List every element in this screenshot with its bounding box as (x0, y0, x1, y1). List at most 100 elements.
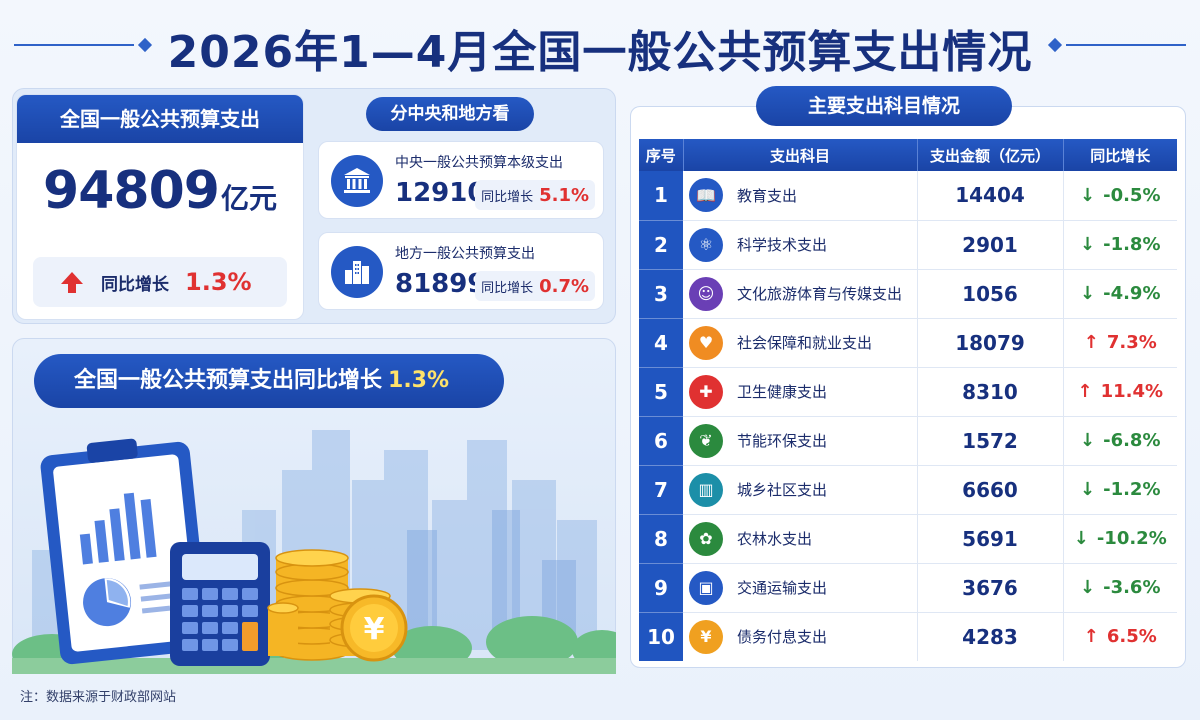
row-amount: 14404 (916, 171, 1064, 221)
book-icon: 📖 (689, 178, 723, 213)
title-diamond-left (137, 37, 153, 53)
arrow-down-icon: ↓ (1080, 283, 1096, 304)
local-growth-box: 同比增长 0.7% (475, 271, 595, 301)
row-yoy-value: -0.5% (1103, 184, 1161, 206)
city-buildings-icon: ▥ (689, 472, 723, 507)
page-title: 2026年1—4月全国一般公共预算支出情况 (167, 27, 1033, 78)
row-subject: ▣ 交通运输支出 (683, 563, 917, 613)
arrow-down-icon: ↓ (1080, 577, 1096, 598)
central-expenditure-card: 中央一般公共预算本级支出 12910亿元 同比增长 5.1% (318, 141, 604, 219)
local-growth-label: 同比增长 (481, 280, 534, 296)
row-amount: 3676 (916, 563, 1064, 613)
table-row: 2 ⚛ 科学技术支出 2901 ↓ -1.8% (639, 220, 1177, 270)
expenditure-table-panel: 序号 支出科目 支出金额（亿元） 同比增长 1 📖 教育支出 14404 ↓ -… (630, 106, 1186, 668)
row-subject: ❦ 节能环保支出 (683, 416, 917, 466)
title-diamond-right (1047, 37, 1063, 53)
central-growth-box: 同比增长 5.1% (475, 180, 595, 210)
row-subject: ¥ 债务付息支出 (683, 612, 917, 661)
total-value: 94809亿元 (17, 161, 303, 221)
total-growth-box: 同比增长 1.3% (33, 257, 287, 307)
row-subject-name: 债务付息支出 (737, 628, 828, 647)
title-divider-right (1066, 44, 1186, 46)
total-card-header: 全国一般公共预算支出 (17, 95, 303, 143)
central-amount: 12910 (395, 178, 486, 208)
row-yoy: ↓ -6.8% (1063, 416, 1177, 466)
row-subject: ✚ 卫生健康支出 (683, 367, 917, 417)
table-row: 8 ✿ 农林水支出 5691 ↓ -10.2% (639, 514, 1177, 564)
row-subject: ✿ 农林水支出 (683, 514, 917, 564)
row-subject-name: 教育支出 (737, 186, 798, 205)
row-subject-name: 城乡社区支出 (737, 481, 828, 499)
row-yoy-value: -1.2% (1103, 479, 1161, 500)
government-building-icon (331, 155, 383, 207)
table-row: 9 ▣ 交通运输支出 3676 ↓ -3.6% (639, 563, 1177, 613)
wheat-icon: ✿ (689, 521, 723, 556)
title-bar: 2026年1—4月全国一般公共预算支出情况 (0, 8, 1200, 80)
arrow-up-icon: ↑ (1083, 332, 1099, 353)
hands-people-icon: ♥ (689, 325, 723, 360)
source-footnote: 注：数据来源于财政部网站 (20, 690, 177, 705)
table-row: 3 ☺ 文化旅游体育与传媒支出 1056 ↓ -4.9% (639, 269, 1177, 319)
row-subject: ▥ 城乡社区支出 (683, 465, 917, 515)
arrow-up-icon (61, 272, 83, 293)
row-yoy: ↑ 11.4% (1063, 367, 1177, 417)
calculator-image (170, 542, 270, 666)
header-index: 序号 (639, 139, 684, 171)
row-yoy: ↓ -1.2% (1063, 465, 1177, 515)
row-amount: 6660 (916, 465, 1064, 515)
row-subject-name: 社会保障和就业支出 (737, 334, 873, 352)
row-yoy-value: 11.4% (1100, 381, 1164, 402)
growth-banner-text: 全国一般公共预算支出同比增长 (74, 368, 383, 393)
row-subject-name: 科学技术支出 (737, 236, 828, 254)
table-row: 7 ▥ 城乡社区支出 6660 ↓ -1.2% (639, 465, 1177, 515)
row-subject: ♥ 社会保障和就业支出 (683, 318, 917, 368)
row-yoy: ↑ 7.3% (1063, 318, 1177, 368)
table-row: 10 ¥ 债务付息支出 4283 ↑ 6.5% (639, 612, 1177, 661)
total-growth-label: 同比增长 (101, 274, 169, 295)
row-yoy-value: 6.5% (1106, 626, 1157, 648)
growth-banner: 全国一般公共预算支出同比增长 1.3% (34, 354, 504, 408)
row-yoy: ↓ -0.5% (1063, 171, 1177, 221)
row-yoy-value: -3.6% (1103, 577, 1161, 598)
row-amount: 2901 (916, 220, 1064, 270)
row-amount: 8310 (916, 367, 1064, 417)
header-yoy: 同比增长 (1063, 139, 1177, 171)
table-row: 1 📖 教育支出 14404 ↓ -0.5% (639, 171, 1177, 221)
table-body: 1 📖 教育支出 14404 ↓ -0.5% 2 ⚛ 科学技术支出 2901 ↓ (639, 171, 1177, 661)
yen-coin-image: ¥ (340, 594, 408, 662)
row-index: 6 (639, 416, 683, 466)
row-subject-name: 文化旅游体育与传媒支出 (737, 285, 903, 303)
local-expenditure-card: 地方一般公共预算支出 81899亿元 同比增长 0.7% (318, 232, 604, 310)
row-subject: 📖 教育支出 (683, 171, 917, 221)
city-buildings-icon (331, 246, 383, 298)
total-growth-value: 1.3% (185, 268, 252, 296)
arrow-down-icon: ↓ (1080, 430, 1096, 451)
arrow-up-icon: ↑ (1083, 626, 1099, 648)
yen-coin-icon: ¥ (689, 619, 723, 654)
row-index: 4 (639, 318, 683, 368)
header-subject: 支出科目 (683, 139, 918, 171)
row-index: 1 (639, 171, 683, 221)
row-yoy: ↓ -1.8% (1063, 220, 1177, 270)
row-yoy-value: -1.8% (1103, 234, 1161, 255)
arrow-down-icon: ↓ (1080, 184, 1096, 206)
row-amount: 1056 (916, 269, 1064, 319)
row-index: 9 (639, 563, 683, 613)
row-index: 5 (639, 367, 683, 417)
table-title: 主要支出科目情况 (756, 86, 1012, 126)
row-yoy-value: -6.8% (1103, 430, 1161, 451)
row-yoy-value: -10.2% (1096, 528, 1167, 549)
theater-mask-icon: ☺ (689, 276, 723, 311)
arrow-down-icon: ↓ (1080, 234, 1096, 255)
central-growth-value: 5.1% (539, 184, 589, 206)
svg-text:¥: ¥ (364, 612, 385, 647)
growth-banner-value: 1.3% (388, 368, 450, 393)
central-growth-label: 同比增长 (481, 189, 534, 205)
row-subject-name: 节能环保支出 (737, 432, 828, 450)
total-amount: 94809 (43, 161, 220, 221)
split-header: 分中央和地方看 (366, 97, 534, 131)
header-amount: 支出金额（亿元） (917, 139, 1064, 171)
row-yoy-value: -4.9% (1103, 283, 1161, 304)
row-amount: 1572 (916, 416, 1064, 466)
local-amount: 81899 (395, 269, 486, 299)
